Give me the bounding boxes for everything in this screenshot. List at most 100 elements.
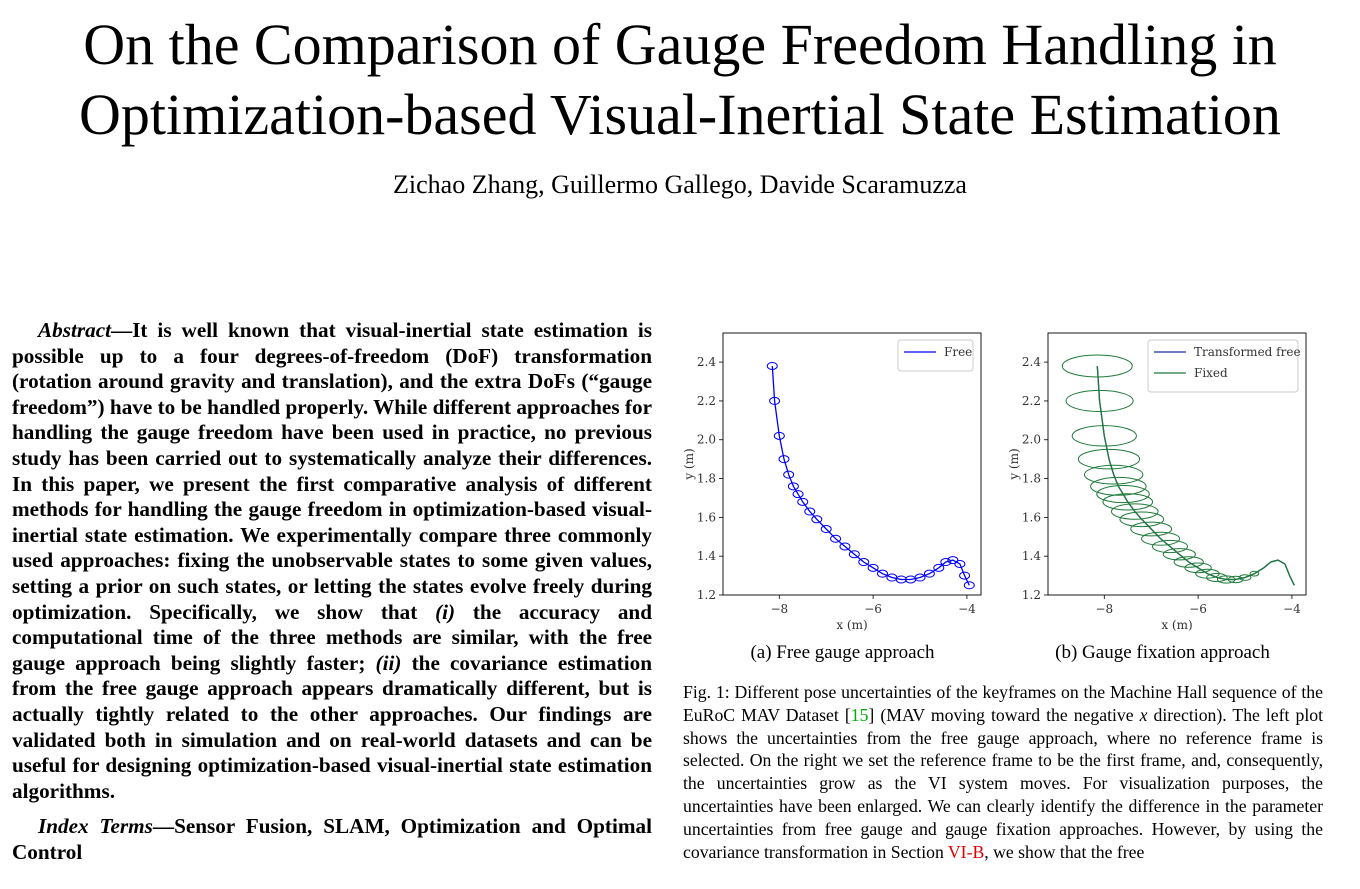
uncertainty-ellipse (1090, 476, 1147, 496)
plot-free-gauge-svg: −8 −6 −4 1.2 1.4 1.6 1.8 2.0 2.2 2.4 x (m) y (m) Fre… (682, 332, 982, 632)
trajectory-line (771, 365, 970, 586)
y-tick-label: 1.6 (697, 510, 716, 524)
plot-frame (1047, 332, 1307, 596)
uncertainty-ellipse (1162, 548, 1196, 561)
uncertainty-ellipse (811, 515, 823, 524)
caption-text-4: , we show that the free (984, 841, 1145, 862)
subcaption-b: (b) Gauge fixation approach (1055, 642, 1270, 663)
abstract-text-mid2: the covariance estimation from the free … (12, 650, 652, 803)
uncertainty-ellipse (1096, 485, 1150, 504)
uncertainty-ellipse (923, 569, 935, 578)
section-link[interactable]: VI-B (947, 841, 985, 862)
x-tick-label: −8 (1095, 602, 1113, 616)
plot-axes: −8 −6 −4 1.2 1.4 1.6 1.8 2.0 2.2 2.4 x (m) y (m) (1007, 355, 1301, 632)
uncertainty-ellipse (820, 525, 832, 534)
citation-link[interactable]: 15 (850, 704, 869, 725)
uncertainty-ellipse (954, 559, 966, 568)
uncertainty-ellipse (1071, 425, 1137, 447)
uncertainty-ellipse (1249, 570, 1260, 577)
uncertainty-ellipse (1083, 464, 1144, 485)
uncertainty-ellipse (933, 563, 945, 572)
y-tick-label: 1.4 (697, 549, 716, 563)
y-tick-label: 1.4 (1022, 549, 1041, 563)
uncertainty-ellipse (1173, 556, 1204, 568)
legend-label: Fixed (1194, 366, 1228, 380)
plot-free-gauge: −8 −6 −4 1.2 1.4 1.6 1.8 2.0 2.2 2.4 x (m) y (m) Fre… (682, 325, 993, 640)
uncertainty-ellipse (963, 581, 975, 590)
y-tick-label: 1.8 (1022, 472, 1041, 486)
index-terms-label: Index Terms (38, 814, 153, 839)
uncertainty-ellipse (1151, 539, 1189, 554)
caption-text-3: direction). The left plot shows the unce… (683, 704, 1323, 862)
title-line-2: Optimization-based Visual-Inertial State… (79, 82, 1281, 147)
y-tick-label: 2.0 (697, 433, 716, 447)
caption-math-x: x (1139, 704, 1148, 725)
uncertainty-ellipse (778, 455, 790, 464)
trajectory-line (1096, 365, 1295, 586)
uncertainty-ellipse (947, 556, 959, 565)
uncertainty-ellipse (848, 550, 860, 559)
y-tick-label: 1.6 (1022, 510, 1041, 524)
abstract-text: —It is well known that visual-inertial s… (12, 318, 652, 624)
y-tick-label: 2.4 (697, 355, 716, 369)
y-tick-label: 2.4 (1022, 355, 1041, 369)
figure-caption: Fig. 1: Different pose uncertainties of … (683, 681, 1323, 863)
x-tick-label: −6 (864, 602, 882, 616)
uncertainty-ellipse (876, 569, 888, 578)
legend-box (1147, 339, 1299, 393)
uncertainty-ellipse (1102, 493, 1154, 511)
uncertainty-ellipse (1184, 562, 1212, 574)
x-tick-label: −8 (770, 602, 788, 616)
uncertainty-ellipse (1206, 572, 1228, 583)
uncertainty-ellipse (1065, 389, 1134, 413)
x-axis-label: x (m) (836, 618, 867, 632)
plot-axes: −8 −6 −4 1.2 1.4 1.6 1.8 2.0 2.2 2.4 x (m) y (m) (682, 355, 976, 632)
uncertainty-ellipse (940, 558, 952, 567)
abstract-text-mid1: the accuracy and computational time of t… (12, 599, 652, 675)
y-tick-label: 2.0 (1022, 433, 1041, 447)
uncertainty-ellipse (1061, 354, 1133, 378)
index-terms-text: —Sensor Fusion, SLAM, Optimization and O… (12, 814, 652, 864)
y-tick-label: 2.2 (697, 394, 716, 408)
legend-box (897, 339, 974, 372)
uncertainty-ellipse (867, 563, 879, 572)
uncertainty-ellipse (797, 497, 809, 506)
uncertainty-ellipse (858, 558, 870, 567)
y-axis-label: y (m) (1007, 448, 1021, 480)
uncertainty-ellipse (914, 573, 926, 582)
abstract-item-i: (i) (435, 599, 456, 624)
uncertainty-ellipse (830, 534, 842, 543)
uncertainty-ellipse (1141, 531, 1181, 546)
uncertainty-ellipse (804, 507, 816, 516)
trajectory-line (1096, 365, 1295, 586)
caption-text-2: ] (MAV moving toward the negative (868, 704, 1140, 725)
abstract-item-ii: (ii) (375, 650, 402, 675)
uncertainty-ellipse (1238, 574, 1252, 581)
uncertainty-ellipse (792, 490, 804, 499)
plot-area (766, 361, 975, 590)
x-tick-label: −4 (958, 602, 976, 616)
legend: Free (897, 339, 974, 372)
y-tick-label: 1.2 (697, 588, 716, 602)
subcaption-a: (a) Free gauge approach (750, 642, 935, 663)
author-list: Zichao Zhang, Guillermo Gallego, Davide … (393, 170, 967, 199)
legend-label: Transformed free (1194, 345, 1301, 359)
abstract-section: Abstract—It is well known that visual-in… (12, 318, 652, 865)
caption-text-1: Fig. 1: Different pose uncertainties of … (683, 682, 1323, 725)
x-tick-label: −6 (1189, 602, 1207, 616)
plot-gauge-fixation: −8 −6 −4 1.2 1.4 1.6 1.8 2.0 2.2 2.4 x (m) y (m) Tra… (1007, 325, 1318, 640)
paper-title: On the Comparison of Gauge Freedom Handl… (0, 10, 1360, 150)
plot-gauge-fixation-svg: −8 −6 −4 1.2 1.4 1.6 1.8 2.0 2.2 2.4 x (m) y (m) Tra… (1007, 332, 1307, 632)
plot-frame (722, 332, 982, 596)
plot-area (1061, 354, 1295, 586)
abstract-label: Abstract (38, 318, 111, 342)
y-tick-label: 1.8 (697, 472, 716, 486)
legend-label: Free (944, 345, 972, 359)
uncertainty-ellipse (1110, 503, 1159, 520)
uncertainty-ellipse (959, 571, 971, 580)
title-line-1: On the Comparison of Gauge Freedom Handl… (83, 12, 1277, 77)
y-tick-label: 1.2 (1022, 588, 1041, 602)
y-axis-label: y (m) (682, 448, 696, 480)
y-tick-label: 2.2 (1022, 394, 1041, 408)
uncertainty-ellipse (783, 470, 795, 479)
